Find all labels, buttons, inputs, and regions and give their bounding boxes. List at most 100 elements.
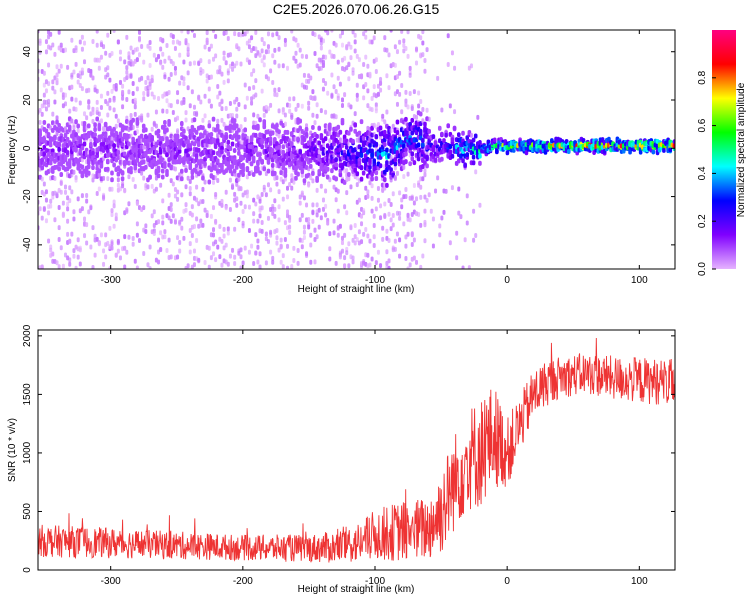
- heatmap-cell: [478, 160, 482, 166]
- heatmap-cell: [252, 68, 256, 74]
- heatmap-cell: [120, 176, 125, 182]
- heatmap-cell: [218, 224, 222, 230]
- heatmap-cell: [74, 106, 78, 112]
- heatmap-cell: [393, 165, 397, 171]
- heatmap-cell: [215, 138, 220, 144]
- heatmap-cell: [421, 138, 425, 144]
- heatmap-y-tick-label: -40: [22, 237, 33, 252]
- heatmap-cell: [404, 255, 408, 261]
- heatmap-cell: [59, 63, 63, 69]
- heatmap-cell: [161, 38, 165, 44]
- heatmap-cell: [311, 112, 315, 118]
- heatmap-cell: [298, 149, 303, 155]
- heatmap-cell: [376, 197, 380, 203]
- heatmap-cell: [448, 103, 452, 109]
- heatmap-cell: [171, 109, 175, 115]
- heatmap-cell: [395, 231, 399, 237]
- heatmap-cell: [398, 39, 402, 45]
- heatmap-cell: [118, 186, 122, 192]
- heatmap-cell: [408, 161, 412, 167]
- heatmap-cell: [414, 114, 418, 120]
- heatmap-cell: [241, 208, 245, 214]
- heatmap-cell: [345, 210, 349, 216]
- heatmap-cell: [142, 59, 146, 65]
- heatmap-cell: [332, 218, 336, 224]
- heatmap-cell: [271, 80, 275, 86]
- heatmap-cell: [131, 80, 135, 86]
- heatmap-cell: [123, 234, 127, 240]
- heatmap-cell: [427, 128, 431, 134]
- heatmap-cell: [328, 49, 332, 55]
- heatmap-cell: [87, 99, 91, 105]
- heatmap-cell: [137, 237, 141, 243]
- heatmap-cell: [182, 159, 186, 165]
- heatmap-cell: [391, 191, 395, 197]
- heatmap-cell: [97, 123, 102, 129]
- heatmap-cell: [42, 103, 46, 109]
- heatmap-cell: [72, 125, 76, 131]
- heatmap-cell: [453, 109, 457, 115]
- heatmap-cell: [353, 167, 357, 173]
- heatmap-cell: [300, 244, 304, 250]
- heatmap-cell: [182, 59, 186, 65]
- heatmap-cell: [53, 51, 57, 57]
- heatmap-cell: [370, 107, 374, 113]
- heatmap-cell: [131, 177, 135, 183]
- heatmap-cell: [398, 215, 402, 221]
- heatmap-cell: [57, 166, 61, 172]
- heatmap-cell: [364, 82, 368, 88]
- heatmap-cell: [357, 57, 361, 63]
- heatmap-cell: [345, 190, 349, 196]
- heatmap-cell: [440, 107, 444, 113]
- heatmap-cell: [70, 37, 74, 43]
- heatmap-cell: [379, 203, 383, 209]
- heatmap-cell: [315, 133, 319, 139]
- heatmap-cell: [376, 249, 380, 255]
- heatmap-cell: [353, 48, 357, 54]
- heatmap-cell: [144, 228, 148, 234]
- heatmap-cell: [163, 58, 167, 64]
- heatmap-cell: [163, 229, 167, 235]
- heatmap-cell: [342, 134, 347, 140]
- heatmap-cell: [364, 34, 368, 40]
- heatmap-cell: [192, 104, 196, 110]
- heatmap-cell: [129, 113, 133, 119]
- heatmap-cell: [44, 39, 48, 45]
- heatmap-cell: [349, 184, 353, 190]
- heatmap-cell: [169, 207, 173, 213]
- heatmap-cell: [76, 196, 80, 202]
- heatmap-cell: [44, 49, 48, 55]
- heatmap-cell: [63, 101, 67, 107]
- heatmap-cell: [237, 217, 241, 223]
- heatmap-cell: [366, 233, 370, 239]
- heatmap-cell: [338, 129, 343, 135]
- heatmap-cell: [129, 73, 133, 79]
- heatmap-cell: [400, 109, 404, 115]
- heatmap-cell: [355, 53, 359, 59]
- heatmap-cell: [283, 220, 287, 226]
- heatmap-cell: [474, 233, 478, 239]
- heatmap-cell: [63, 47, 67, 53]
- heatmap-cell: [127, 234, 131, 240]
- heatmap-cell: [347, 176, 351, 182]
- heatmap-cell: [379, 215, 383, 221]
- heatmap-cell: [266, 106, 270, 112]
- heatmap-cell: [169, 254, 173, 260]
- heatmap-cell: [419, 194, 423, 200]
- heatmap-cell: [70, 231, 74, 237]
- heatmap-cell: [286, 209, 290, 215]
- heatmap-cell: [607, 136, 611, 142]
- heatmap-cell: [362, 62, 366, 68]
- heatmap-cell: [226, 151, 231, 157]
- heatmap-cell: [328, 246, 332, 252]
- heatmap-cell: [315, 212, 319, 218]
- heatmap-cell: [44, 218, 48, 224]
- heatmap-cell: [270, 130, 275, 136]
- heatmap-cell: [421, 118, 425, 124]
- heatmap-cell: [234, 164, 239, 170]
- heatmap-cell: [46, 132, 51, 138]
- heatmap-cell: [214, 34, 218, 40]
- heatmap-cell: [95, 236, 99, 242]
- heatmap-cell: [93, 122, 97, 128]
- heatmap-cell: [89, 141, 93, 147]
